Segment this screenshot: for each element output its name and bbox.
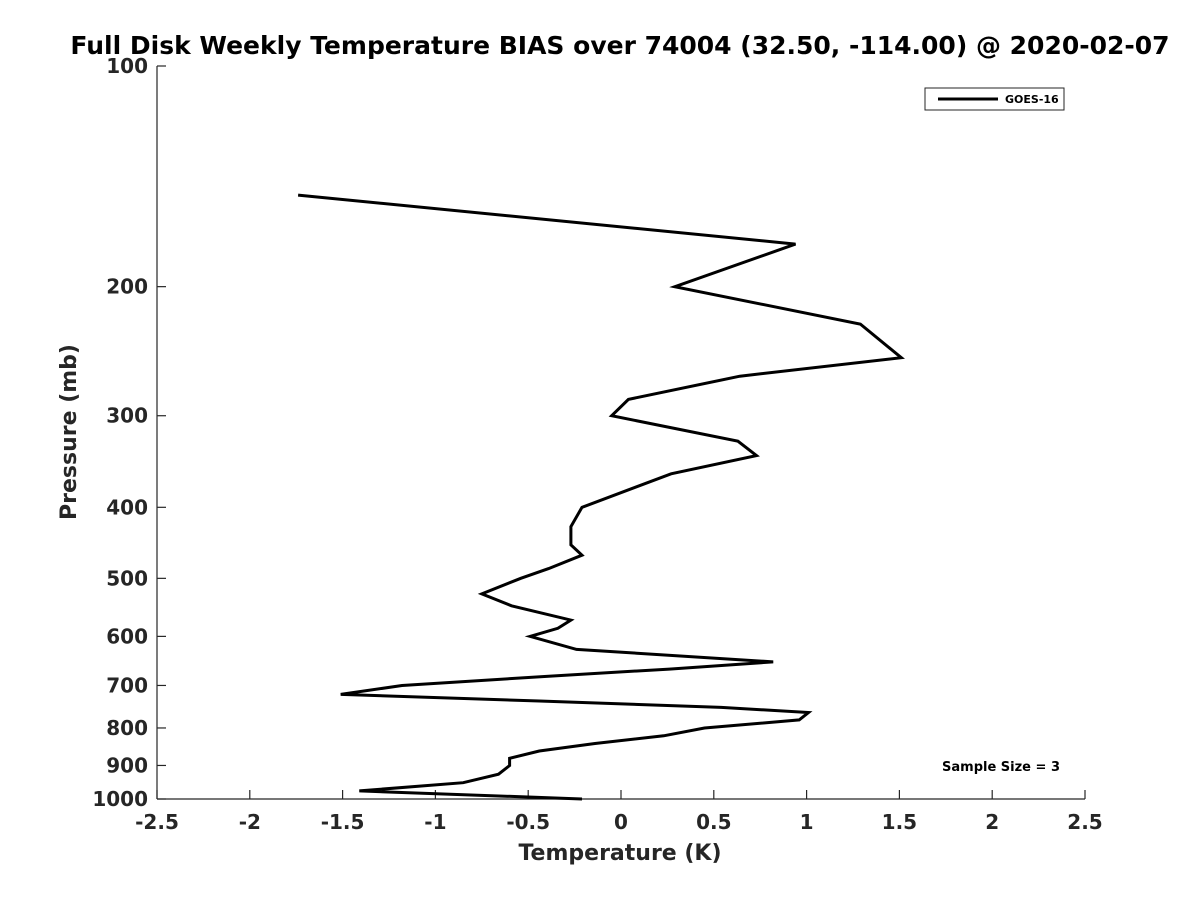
x-tick-label: -2.5	[135, 810, 179, 834]
x-tick-label: -2	[239, 810, 261, 834]
series-line-goes-16	[297, 193, 905, 801]
x-tick-label: 1	[800, 810, 814, 834]
x-tick-label: 0.5	[696, 810, 731, 834]
sample-size-annotation: Sample Size = 3	[942, 760, 1060, 775]
legend-label-goes-16: GOES-16	[1005, 93, 1059, 106]
chart-title: Full Disk Weekly Temperature BIAS over 7…	[70, 31, 1169, 60]
y-tick-label: 500	[106, 566, 148, 590]
plot-area: -2.5 -2 -1.5 -1 -0.5 0 0.5 1 1.5 2 2.5 100 200 300 400…	[92, 54, 1102, 834]
x-axis-title: Temperature (K)	[518, 841, 721, 866]
x-tick-label: -0.5	[506, 810, 550, 834]
x-tick-label: 1.5	[882, 810, 917, 834]
legend: GOES-16	[924, 87, 1065, 111]
y-tick-label: 800	[106, 716, 148, 740]
y-tick-label: 600	[106, 624, 148, 648]
x-tick-label: -1.5	[321, 810, 365, 834]
y-tick-label: 1000	[92, 787, 148, 811]
y-tick-label: 100	[106, 54, 148, 78]
y-tick-label: 200	[106, 275, 148, 299]
y-axis-title: Pressure (mb)	[57, 344, 82, 520]
y-tick-label: 900	[106, 753, 148, 777]
x-tick-label: 0	[614, 810, 628, 834]
x-tick-label: 2.5	[1067, 810, 1102, 834]
y-tick-label: 300	[106, 404, 148, 428]
y-tick-label: 700	[106, 673, 148, 697]
x-tick-label: 2	[985, 810, 999, 834]
y-tick-label: 400	[106, 495, 148, 519]
x-tick-label: -1	[424, 810, 446, 834]
